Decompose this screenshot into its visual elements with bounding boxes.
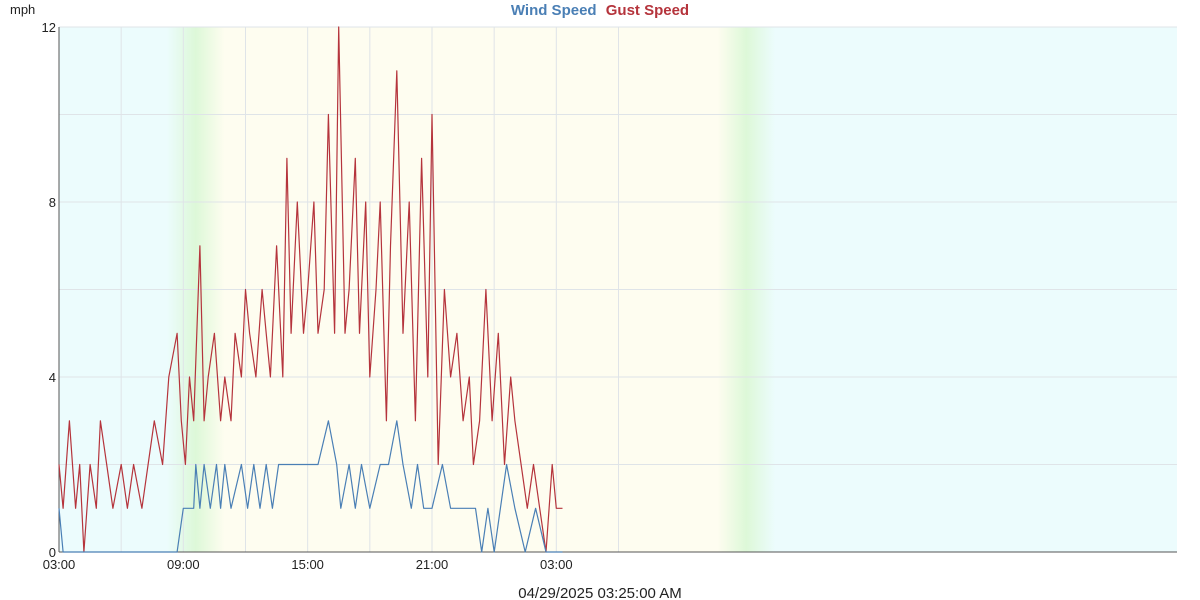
- legend-wind-speed[interactable]: Wind Speed: [511, 2, 597, 19]
- x-tick-label: 03:00: [540, 557, 573, 572]
- data-series: [58, 26, 563, 553]
- legend-gust-speed[interactable]: Gust Speed: [606, 2, 689, 19]
- gust-speed-line: [58, 26, 563, 553]
- timestamp-label: 04/29/2025 03:25:00 AM: [518, 585, 681, 600]
- x-tick-label: 21:00: [416, 557, 449, 572]
- y-tick-label: 12: [42, 20, 56, 35]
- x-tick-label: 03:00: [43, 557, 76, 572]
- x-tick-label: 15:00: [291, 557, 324, 572]
- y-tick-label: 4: [49, 370, 56, 385]
- chart-legend: Wind Speed Gust Speed: [511, 2, 689, 19]
- y-tick-label: 8: [49, 195, 56, 210]
- tick-labels: 0 4 8 12 03:00 09:00 15:00 21:00 03:00: [42, 20, 573, 572]
- wind-speed-line: [58, 420, 563, 553]
- y-unit-label: mph: [10, 2, 35, 17]
- x-tick-label: 09:00: [167, 557, 200, 572]
- y-tick-label: 0: [49, 545, 56, 560]
